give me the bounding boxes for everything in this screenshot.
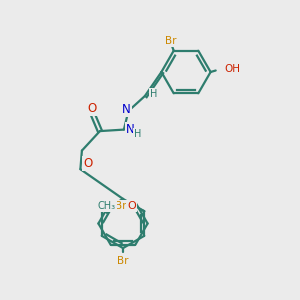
Text: OH: OH [224, 64, 240, 74]
Text: Br: Br [117, 256, 129, 266]
Text: O: O [87, 102, 96, 116]
Text: N: N [122, 103, 131, 116]
Text: N: N [126, 122, 135, 136]
Text: H: H [134, 129, 141, 139]
Text: O: O [83, 157, 92, 170]
Text: H: H [150, 88, 157, 99]
Text: Br: Br [165, 36, 176, 46]
Text: CH₃: CH₃ [98, 201, 116, 211]
Text: Br: Br [115, 201, 127, 211]
Text: O: O [127, 201, 136, 211]
